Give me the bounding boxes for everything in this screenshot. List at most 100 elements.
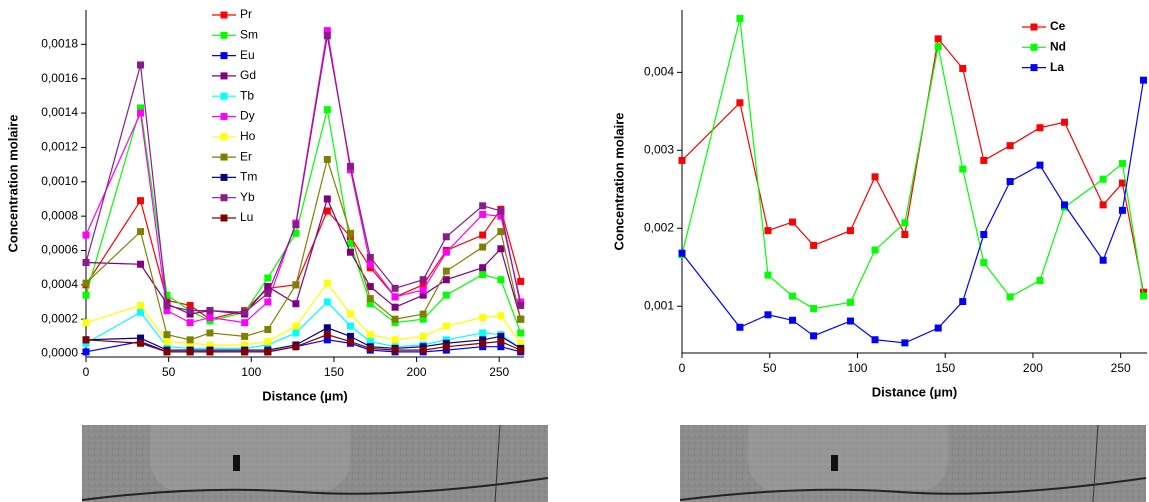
data-point (391, 315, 399, 323)
x-tick-label: 100 (241, 365, 261, 379)
data-point (137, 308, 145, 316)
legend-marker (220, 113, 228, 120)
data-point (1139, 76, 1147, 84)
data-point (442, 276, 450, 284)
data-point (736, 15, 744, 23)
data-point (1099, 201, 1107, 209)
data-point (82, 348, 90, 356)
data-point (292, 281, 300, 289)
data-point (810, 332, 818, 340)
data-point (1036, 124, 1044, 132)
series-line (681, 18, 1145, 310)
y-tick-label: 0,003 (644, 142, 674, 156)
x-tick-label: 0 (679, 361, 686, 375)
y-tick-label: 0,0002 (41, 311, 78, 325)
y-tick-label: 0,0004 (41, 277, 78, 291)
data-point (959, 298, 967, 306)
series-line (85, 282, 522, 346)
data-point (186, 319, 194, 327)
data-point (678, 249, 686, 257)
legend-label: Ho (240, 129, 256, 143)
data-point (82, 319, 90, 327)
x-tick-label: 100 (847, 361, 867, 375)
x-tick-label: 150 (324, 365, 344, 379)
data-point (479, 243, 487, 251)
data-point (82, 259, 90, 267)
data-point (391, 346, 399, 354)
micrograph-right (679, 424, 1147, 502)
data-point (736, 99, 744, 107)
data-point (206, 341, 214, 349)
data-point (346, 248, 354, 256)
data-point (517, 329, 525, 337)
data-point (206, 329, 214, 337)
data-point (137, 61, 145, 69)
data-point (264, 289, 272, 297)
legend-marker (1030, 43, 1038, 51)
data-point (1099, 175, 1107, 183)
data-point (323, 32, 331, 40)
data-point (292, 300, 300, 308)
data-point (1061, 118, 1069, 126)
data-point (264, 283, 272, 291)
data-point (1139, 292, 1147, 300)
legend-marker (220, 173, 228, 181)
data-point (1036, 277, 1044, 285)
data-point (391, 284, 399, 292)
data-point (479, 231, 487, 239)
data-point (82, 231, 90, 239)
data-point (163, 338, 171, 346)
y-tick-label: 0,0014 (41, 105, 78, 119)
data-point (901, 219, 909, 227)
data-point (764, 271, 772, 279)
y-axis-title: Concentration molaire (611, 113, 626, 251)
data-point (206, 307, 214, 315)
x-tick-label: 200 (1023, 361, 1043, 375)
data-point (479, 329, 487, 337)
data-point (163, 301, 171, 309)
legend-label: Dy (240, 109, 255, 123)
data-point (1006, 178, 1014, 185)
data-point (497, 212, 505, 220)
legend-label: Eu (240, 48, 255, 62)
data-point (846, 227, 854, 235)
x-tick-label: 50 (162, 365, 176, 379)
legend-label: La (1050, 60, 1064, 74)
data-point (678, 156, 686, 164)
data-point (479, 313, 487, 321)
legend-marker (220, 52, 228, 60)
data-point (479, 210, 487, 218)
legend-marker (220, 214, 228, 222)
data-point (346, 310, 354, 318)
data-point (1006, 293, 1014, 301)
data-point (442, 322, 450, 330)
series-line (85, 199, 522, 320)
data-point (264, 338, 272, 346)
data-point (1118, 206, 1126, 214)
legend-marker (1030, 64, 1038, 72)
data-point (366, 295, 374, 303)
legend-marker (220, 133, 228, 141)
data-point (137, 334, 145, 342)
data-point (789, 292, 797, 300)
data-point (497, 338, 505, 346)
data-point (959, 64, 967, 72)
data-point (346, 332, 354, 340)
data-point (186, 307, 194, 315)
data-point (366, 260, 374, 268)
data-point (366, 283, 374, 291)
data-point (323, 155, 331, 163)
data-point (346, 229, 354, 237)
x-tick-label: 250 (489, 365, 509, 379)
data-point (419, 291, 427, 299)
data-point (934, 43, 942, 51)
data-point (419, 346, 427, 354)
data-point (241, 319, 249, 327)
data-point (810, 241, 818, 249)
data-point (292, 343, 300, 351)
x-tick-label: 150 (935, 361, 955, 375)
data-point (442, 233, 450, 241)
data-point (264, 348, 272, 356)
data-point (1118, 179, 1126, 187)
